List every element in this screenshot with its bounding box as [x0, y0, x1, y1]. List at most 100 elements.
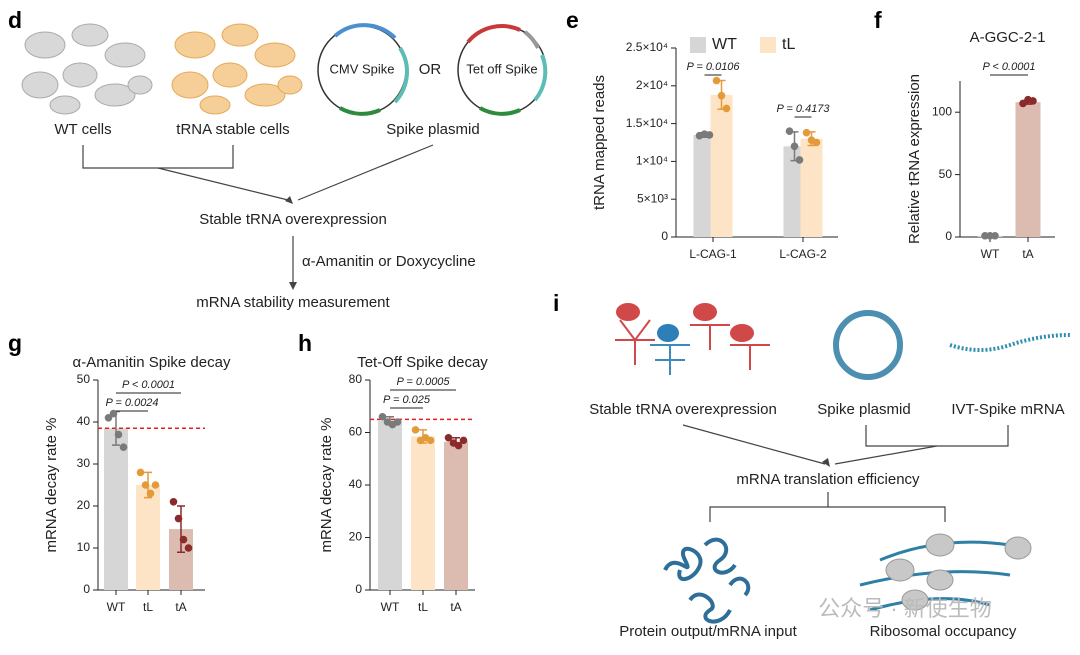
data-point	[109, 409, 118, 418]
x-tick-label: L-CAG-1	[689, 247, 737, 261]
x-tick-label: tA	[450, 600, 461, 614]
data-point	[459, 436, 468, 445]
data-point	[393, 418, 402, 426]
plasmid-icon	[833, 310, 903, 380]
y-axis-label: mRNA decay rate %	[43, 417, 60, 552]
label: IVT-Spike mRNA	[951, 401, 1064, 418]
error-bar	[177, 505, 185, 553]
data-point	[991, 231, 999, 240]
label: Ribosomal occupancy	[870, 623, 1017, 640]
y-tick-label: 0	[355, 582, 362, 596]
bar	[136, 485, 160, 590]
bar	[444, 441, 468, 590]
plasmid-name: CMV Spike	[329, 61, 394, 76]
data-point	[444, 433, 453, 442]
data-point	[454, 441, 463, 450]
chart-title: Tet-Off Spike decay	[357, 354, 488, 371]
y-tick-label: 30	[77, 456, 91, 470]
legend-swatch	[760, 37, 776, 53]
chart-title: A-GGC-2-1	[970, 29, 1046, 46]
panel-letter: f	[874, 7, 882, 33]
y-axis-label: mRNA decay rate %	[318, 417, 335, 552]
label: tRNA stable cells	[176, 121, 289, 138]
bar	[693, 134, 716, 237]
y-tick-label: 50	[77, 372, 91, 386]
data-point	[179, 535, 188, 544]
y-tick-label: 5×10³	[637, 191, 668, 205]
data-point	[795, 156, 804, 164]
y-tick-label: 100	[932, 104, 952, 118]
data-point	[119, 443, 128, 452]
y-tick-label: 1.5×10⁴	[626, 116, 668, 130]
bar	[710, 94, 733, 237]
stable-cells-icon	[171, 23, 303, 115]
label: mRNA stability measurement	[196, 294, 390, 311]
y-axis-label: tRNA mapped reads	[591, 75, 608, 210]
panel-letter: d	[8, 7, 22, 33]
y-tick-label: 40	[77, 414, 91, 428]
label: Spike plasmid	[386, 121, 479, 138]
y-axis-label: Relative tRNA expression	[906, 74, 923, 244]
y-tick-label: 20	[349, 530, 363, 544]
x-tick-label: WT	[981, 247, 1000, 261]
data-point	[411, 426, 420, 434]
protein-icon	[663, 537, 751, 624]
panel-letter: e	[566, 7, 579, 33]
label: Spike plasmid	[817, 401, 910, 418]
y-tick-label: 2.5×10⁴	[626, 40, 668, 54]
x-tick-label: tL	[143, 600, 153, 614]
data-point	[802, 128, 811, 137]
label: α-Amanitin or Doxycycline	[302, 253, 476, 270]
legend-label: tL	[782, 36, 795, 53]
data-point	[378, 412, 387, 421]
y-tick-label: 80	[349, 372, 363, 386]
x-tick-label: L-CAG-2	[779, 247, 827, 261]
y-tick-label: 60	[349, 425, 363, 439]
data-point	[705, 131, 714, 139]
significance-label: P = 0.0005	[396, 376, 450, 388]
legend-swatch	[690, 37, 706, 53]
y-tick-label: 40	[349, 477, 363, 491]
bar	[411, 436, 435, 590]
significance-label: P = 0.0024	[105, 397, 158, 409]
data-point	[722, 104, 731, 113]
data-point	[785, 127, 794, 135]
data-point	[174, 514, 183, 523]
y-tick-label: 0	[945, 229, 952, 243]
y-tick-label: 50	[939, 167, 953, 181]
legend-label: WT	[712, 36, 737, 53]
significance-label: P < 0.0001	[982, 61, 1035, 73]
chart-title: α-Amanitin Spike decay	[73, 354, 231, 371]
bar	[104, 428, 128, 590]
significance-label: P = 0.025	[383, 394, 431, 406]
bar	[378, 420, 402, 590]
data-point	[717, 91, 726, 100]
y-tick-label: 0	[83, 582, 90, 596]
plasmid-icon	[317, 23, 548, 116]
ribosome-icon	[859, 533, 1032, 612]
bar	[800, 138, 823, 237]
data-point	[114, 430, 123, 439]
significance-label: P = 0.0106	[686, 61, 740, 73]
data-point	[169, 498, 178, 506]
or-label: OR	[419, 61, 442, 78]
significance-label: P = 0.4173	[776, 103, 830, 115]
data-point	[812, 138, 821, 147]
label: Stable tRNA overexpression	[199, 211, 387, 228]
x-tick-label: tL	[418, 600, 428, 614]
data-point	[104, 414, 113, 422]
data-point	[426, 436, 435, 445]
data-point	[712, 76, 721, 85]
data-point	[146, 489, 155, 498]
data-point	[790, 142, 799, 151]
panel-letter: i	[553, 290, 559, 316]
plasmid-name: Tet off Spike	[466, 61, 537, 76]
label: WT cells	[54, 121, 111, 138]
trna-icon	[615, 303, 770, 375]
data-point	[151, 481, 160, 489]
y-tick-label: 1×10⁴	[636, 154, 668, 168]
label: Stable tRNA overexpression	[589, 401, 777, 418]
y-tick-label: 10	[77, 540, 91, 554]
significance-label: P < 0.0001	[122, 379, 175, 391]
